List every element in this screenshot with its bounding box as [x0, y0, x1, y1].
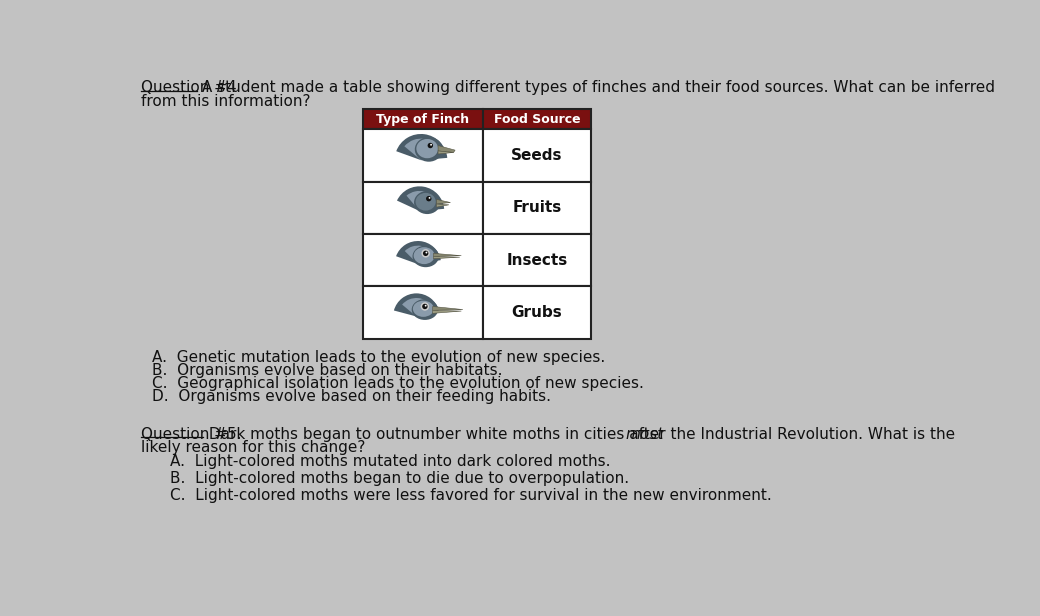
Ellipse shape [416, 193, 436, 211]
Polygon shape [434, 256, 460, 259]
Text: Food Source: Food Source [494, 113, 580, 126]
Bar [363, 182, 483, 234]
Ellipse shape [414, 247, 435, 264]
Text: C.  Geographical isolation leads to the evolution of new species.: C. Geographical isolation leads to the e… [153, 376, 645, 391]
Wedge shape [396, 241, 441, 264]
Ellipse shape [412, 299, 438, 320]
Polygon shape [438, 145, 456, 152]
Text: A.  Light-colored moths mutated into dark colored moths.: A. Light-colored moths mutated into dark… [171, 455, 610, 469]
Bar [483, 286, 591, 339]
Polygon shape [437, 204, 449, 207]
Bar [363, 129, 483, 182]
Circle shape [425, 251, 427, 254]
Circle shape [427, 143, 433, 148]
Text: Dark moths began to outnumber white moths in cities after the Industrial Revolut: Dark moths began to outnumber white moth… [204, 427, 960, 442]
Circle shape [426, 196, 432, 201]
Bar [483, 234, 591, 286]
Polygon shape [433, 307, 463, 310]
Text: Insects: Insects [506, 253, 568, 268]
Text: Seeds: Seeds [511, 148, 563, 163]
Circle shape [420, 302, 430, 310]
Ellipse shape [414, 191, 440, 214]
Polygon shape [438, 151, 453, 154]
Circle shape [423, 251, 428, 256]
Wedge shape [407, 191, 439, 211]
Polygon shape [437, 200, 450, 204]
Bar [363, 109, 591, 129]
Text: D.  Organisms evolve based on their feeding habits.: D. Organisms evolve based on their feedi… [153, 389, 551, 404]
Wedge shape [396, 134, 447, 160]
Bar [483, 129, 591, 182]
Bar [483, 182, 591, 234]
Text: Type of Finch: Type of Finch [376, 113, 469, 126]
Polygon shape [433, 310, 462, 314]
Circle shape [421, 249, 430, 257]
Text: B.  Organisms evolve based on their habitats.: B. Organisms evolve based on their habit… [153, 363, 503, 378]
Ellipse shape [413, 301, 434, 317]
Wedge shape [394, 293, 439, 317]
Circle shape [424, 305, 426, 307]
Text: A.  Genetic mutation leads to the evolution of new species.: A. Genetic mutation leads to the evoluti… [153, 349, 605, 365]
Text: A student made a table showing different types of finches and their food sources: A student made a table showing different… [198, 80, 995, 95]
Ellipse shape [413, 246, 439, 267]
Bar [363, 234, 483, 286]
Ellipse shape [416, 139, 438, 158]
Circle shape [431, 144, 432, 145]
Wedge shape [397, 187, 444, 211]
Wedge shape [405, 139, 441, 160]
Text: Fruits: Fruits [513, 200, 562, 216]
Text: most: most [625, 427, 664, 442]
Text: Question #5.: Question #5. [140, 427, 241, 442]
Wedge shape [405, 246, 435, 264]
Bar [363, 286, 483, 339]
Ellipse shape [415, 137, 443, 162]
Text: B.  Light-colored moths began to die due to overpopulation.: B. Light-colored moths began to die due … [171, 471, 629, 486]
Text: likely reason for this change?: likely reason for this change? [140, 440, 365, 455]
Polygon shape [434, 253, 462, 256]
Text: Question #4: Question #4 [140, 80, 236, 95]
Text: Grubs: Grubs [512, 305, 563, 320]
Circle shape [428, 197, 431, 199]
Text: from this information?: from this information? [140, 94, 310, 109]
Wedge shape [402, 298, 433, 317]
Circle shape [422, 304, 427, 309]
Text: C.  Light-colored moths were less favored for survival in the new environment.: C. Light-colored moths were less favored… [171, 488, 772, 503]
